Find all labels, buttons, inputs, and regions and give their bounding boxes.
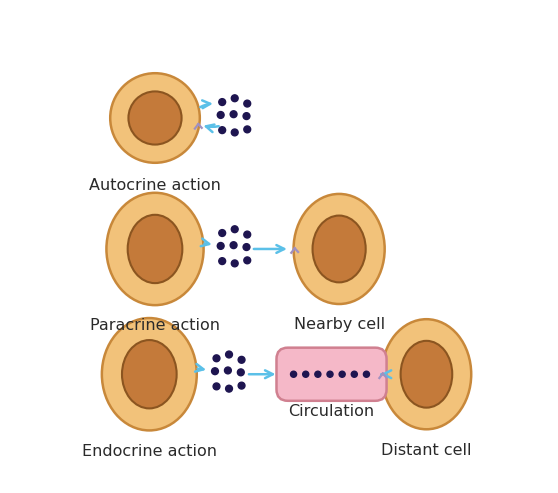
Circle shape: [217, 243, 224, 249]
Circle shape: [237, 369, 244, 376]
Circle shape: [238, 382, 245, 389]
FancyBboxPatch shape: [276, 348, 387, 401]
Ellipse shape: [102, 318, 197, 430]
Circle shape: [225, 385, 233, 392]
Circle shape: [339, 371, 345, 377]
Ellipse shape: [128, 91, 181, 144]
Circle shape: [243, 244, 250, 250]
Circle shape: [219, 230, 225, 237]
Circle shape: [213, 355, 220, 362]
Circle shape: [352, 371, 357, 377]
Circle shape: [232, 129, 238, 136]
Circle shape: [232, 95, 238, 102]
Ellipse shape: [107, 193, 204, 305]
Circle shape: [225, 351, 233, 358]
Circle shape: [219, 127, 225, 134]
Circle shape: [244, 126, 251, 133]
Text: Endocrine action: Endocrine action: [82, 444, 217, 458]
Circle shape: [230, 111, 237, 118]
Ellipse shape: [128, 215, 182, 283]
Circle shape: [219, 99, 225, 106]
Circle shape: [211, 368, 218, 375]
Circle shape: [244, 231, 251, 238]
Circle shape: [230, 242, 237, 248]
Circle shape: [238, 356, 245, 363]
Circle shape: [219, 258, 225, 265]
Text: Distant cell: Distant cell: [381, 443, 472, 458]
Circle shape: [363, 371, 369, 377]
Circle shape: [244, 257, 251, 264]
Ellipse shape: [401, 341, 452, 408]
Text: Nearby cell: Nearby cell: [294, 317, 384, 332]
Circle shape: [315, 371, 321, 377]
Text: Paracrine action: Paracrine action: [90, 318, 220, 333]
Circle shape: [244, 100, 251, 107]
Circle shape: [291, 371, 297, 377]
Ellipse shape: [294, 194, 384, 304]
Circle shape: [243, 113, 250, 119]
Circle shape: [224, 367, 232, 374]
Ellipse shape: [382, 319, 471, 429]
Circle shape: [302, 371, 309, 377]
Circle shape: [232, 226, 238, 233]
Ellipse shape: [312, 215, 365, 282]
Ellipse shape: [122, 340, 177, 408]
Text: Autocrine action: Autocrine action: [89, 178, 221, 193]
Circle shape: [232, 260, 238, 267]
Ellipse shape: [110, 73, 200, 163]
Circle shape: [327, 371, 333, 377]
Text: Circulation: Circulation: [288, 404, 374, 419]
Circle shape: [217, 111, 224, 118]
Circle shape: [213, 383, 220, 390]
